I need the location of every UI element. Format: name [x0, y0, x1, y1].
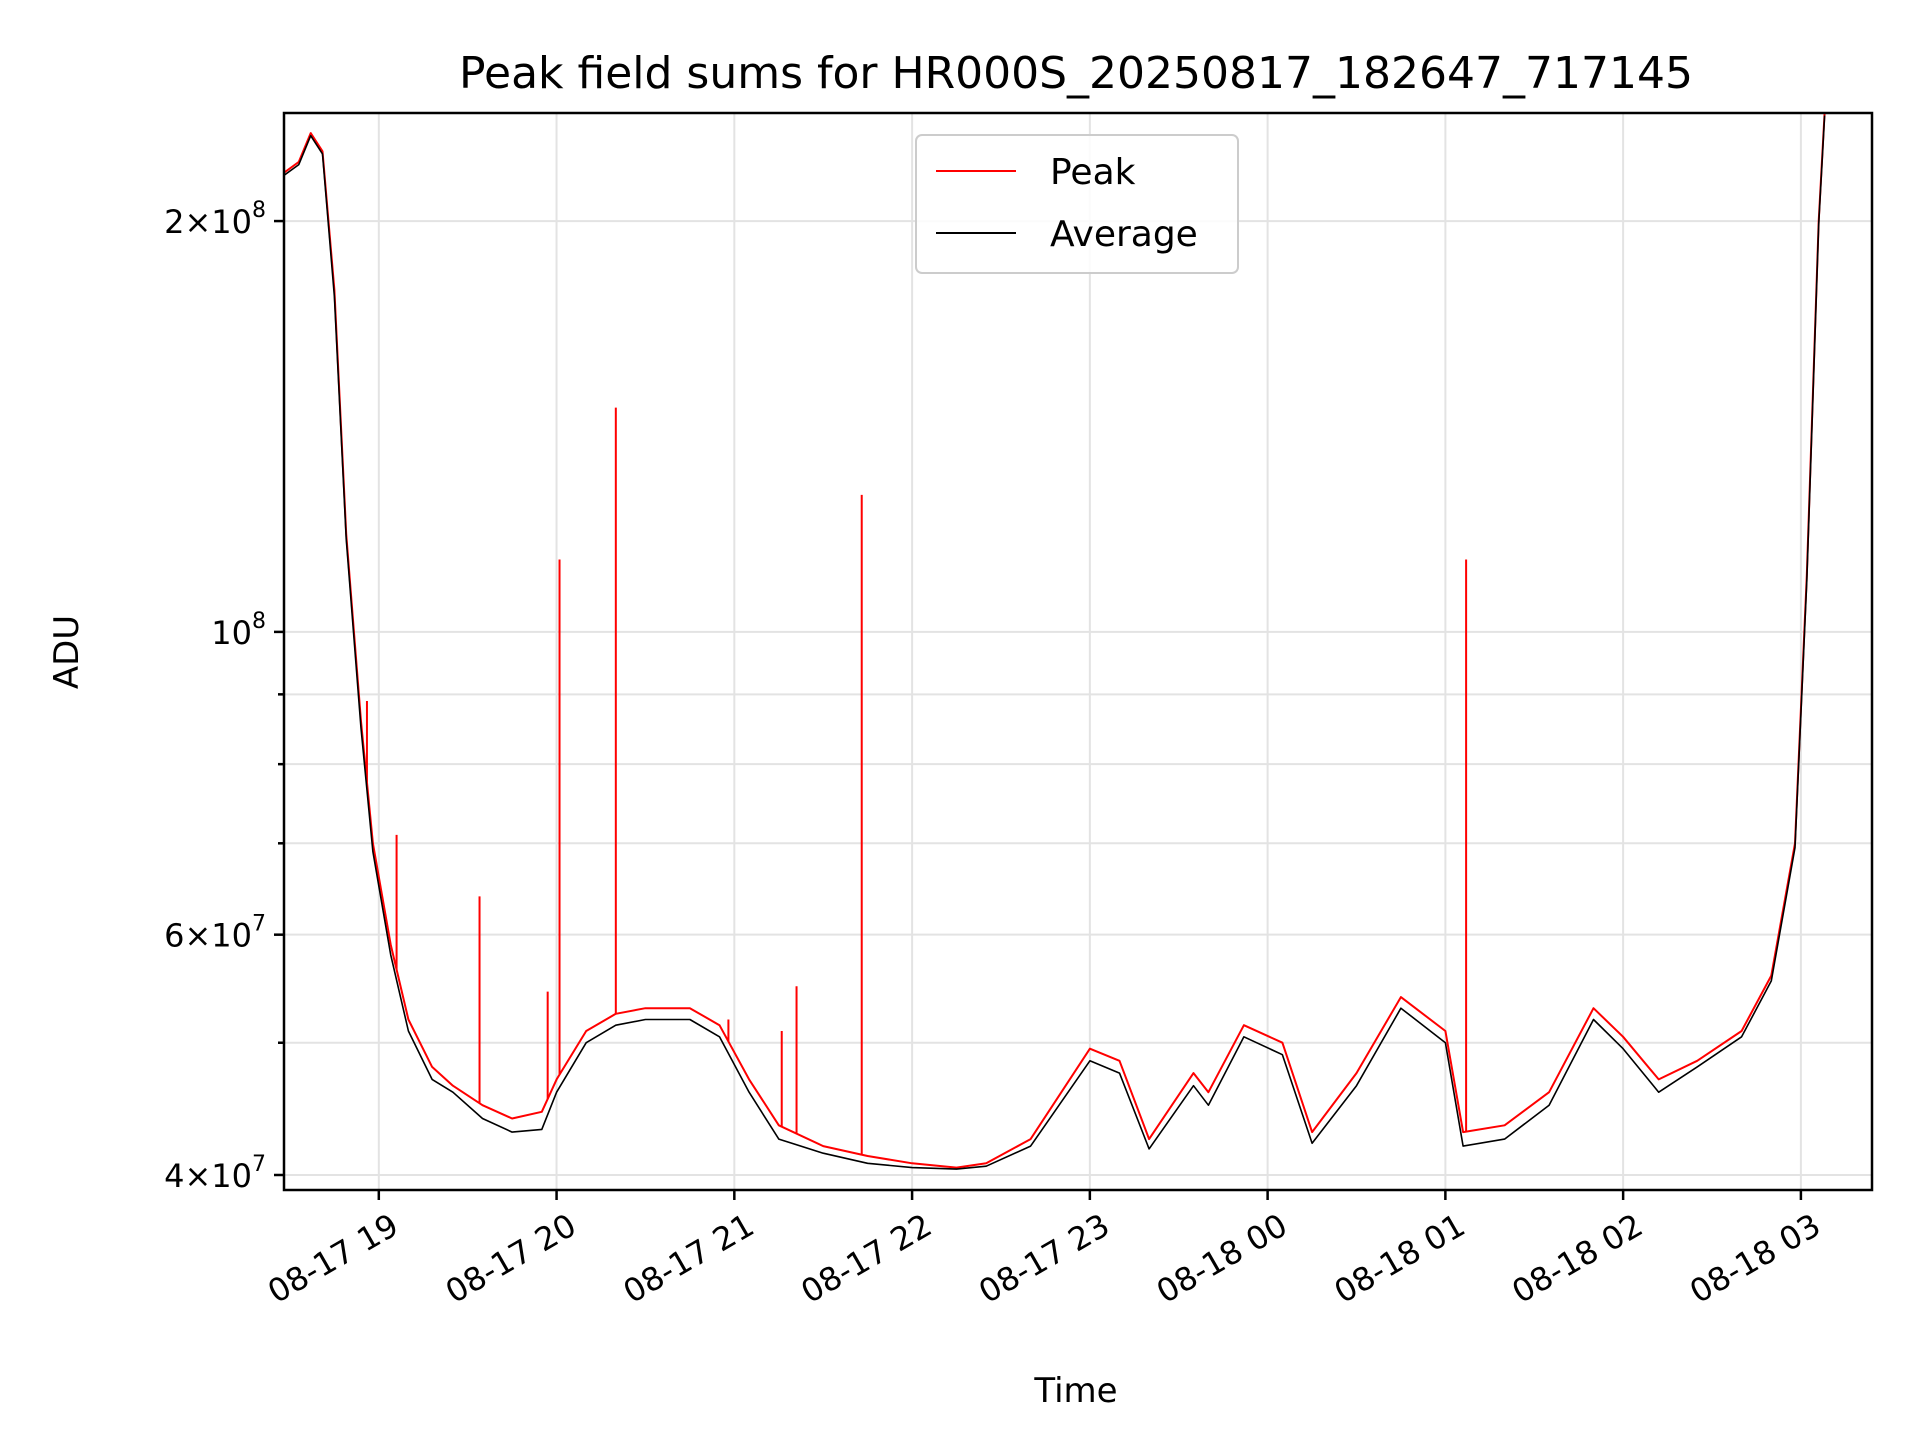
y-tick-label: 4×107 — [164, 1152, 266, 1195]
legend-box — [915, 134, 1239, 274]
series-line-average — [284, 115, 1826, 1170]
series-line-peak — [284, 113, 1826, 1169]
grid — [284, 113, 1872, 1190]
y-tick-label: 108 — [211, 609, 266, 652]
legend-label-average: Average — [1050, 214, 1198, 255]
legend: Peak Average — [915, 134, 1239, 274]
series-layer — [284, 113, 1826, 1170]
plot-frame — [282, 111, 1874, 1192]
y-tick-label: 2×108 — [164, 198, 266, 241]
y-axis: 4×107 6×107 108 2×108 — [164, 198, 284, 1195]
chart-title: Peak field sums for HR000S_20250817_1826… — [459, 48, 1693, 99]
y-tick-label: 6×107 — [164, 912, 266, 955]
x-axis-label: Time — [1033, 1371, 1117, 1411]
legend-label-peak: Peak — [1050, 152, 1136, 193]
y-axis-label: ADU — [47, 615, 87, 689]
